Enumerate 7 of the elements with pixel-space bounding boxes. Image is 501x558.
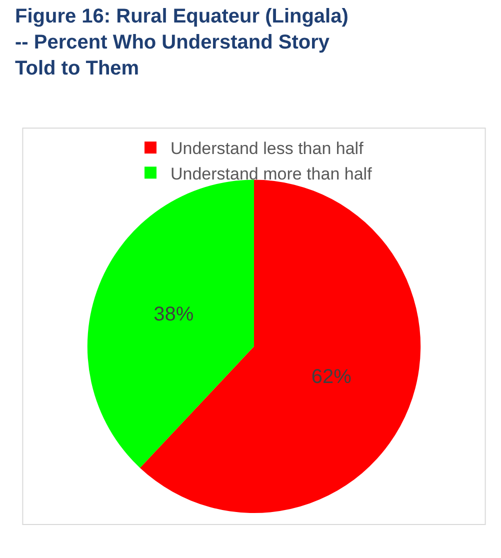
pie-slice xyxy=(140,180,421,513)
pie-slice xyxy=(88,180,254,468)
legend-label: Understand more than half xyxy=(170,164,372,184)
chart-title: Figure 16: Rural Equateur (Lingala) -- Percent Who Understand Story Told to Them xyxy=(15,5,348,80)
data-label: 38% xyxy=(154,304,194,326)
data-label: 62% xyxy=(311,366,352,388)
legend-label: Understand less than half xyxy=(170,139,364,158)
